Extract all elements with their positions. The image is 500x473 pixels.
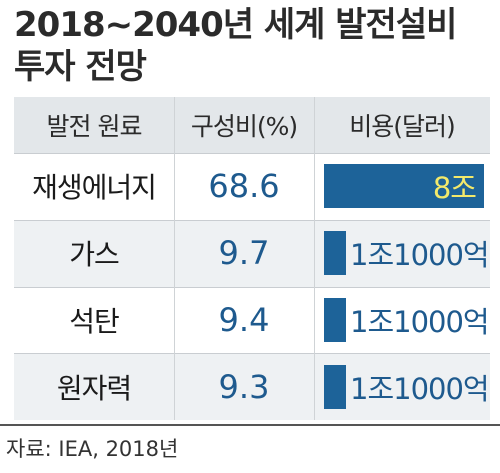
row-band [14, 353, 490, 420]
column-divider [174, 97, 175, 420]
column-header-share: 구성비(%) [190, 112, 298, 141]
cost-label: 8조 [432, 171, 477, 206]
cost-bar [324, 364, 346, 409]
cost-bar [324, 297, 346, 342]
share-value: 9.3 [218, 367, 270, 406]
column-header-cost: 비용(달러) [349, 112, 456, 141]
fuel-name: 재생에너지 [32, 171, 157, 205]
fuel-name: 가스 [69, 238, 120, 272]
share-value: 9.7 [218, 234, 270, 273]
row-divider [14, 353, 490, 355]
table-bottom-rule [0, 424, 500, 426]
share-value: 68.6 [208, 167, 280, 206]
table-header-background [14, 97, 490, 153]
cost-label: 1조1000억 [350, 304, 490, 339]
column-header-fuel: 발전 원료 [46, 112, 143, 141]
title-line-2: 투자 전망 [14, 47, 147, 87]
fuel-name: 원자력 [56, 371, 132, 405]
fuel-name: 석탄 [69, 304, 120, 338]
source-note: 자료: IEA, 2018년 [6, 437, 179, 461]
cost-bar [324, 164, 484, 209]
title-line-1: 2018~2040년 세계 발전설비 [14, 5, 457, 45]
row-divider [14, 286, 490, 288]
cost-label: 1조1000억 [350, 371, 490, 406]
chart-title: 2018~2040년 세계 발전설비 투자 전망 [14, 4, 494, 88]
cost-label: 1조1000억 [350, 238, 490, 273]
share-value: 9.4 [218, 300, 270, 339]
cost-bar [324, 231, 346, 276]
row-divider [14, 219, 490, 221]
row-divider [14, 153, 490, 154]
column-divider [314, 97, 315, 420]
row-band [14, 219, 490, 287]
